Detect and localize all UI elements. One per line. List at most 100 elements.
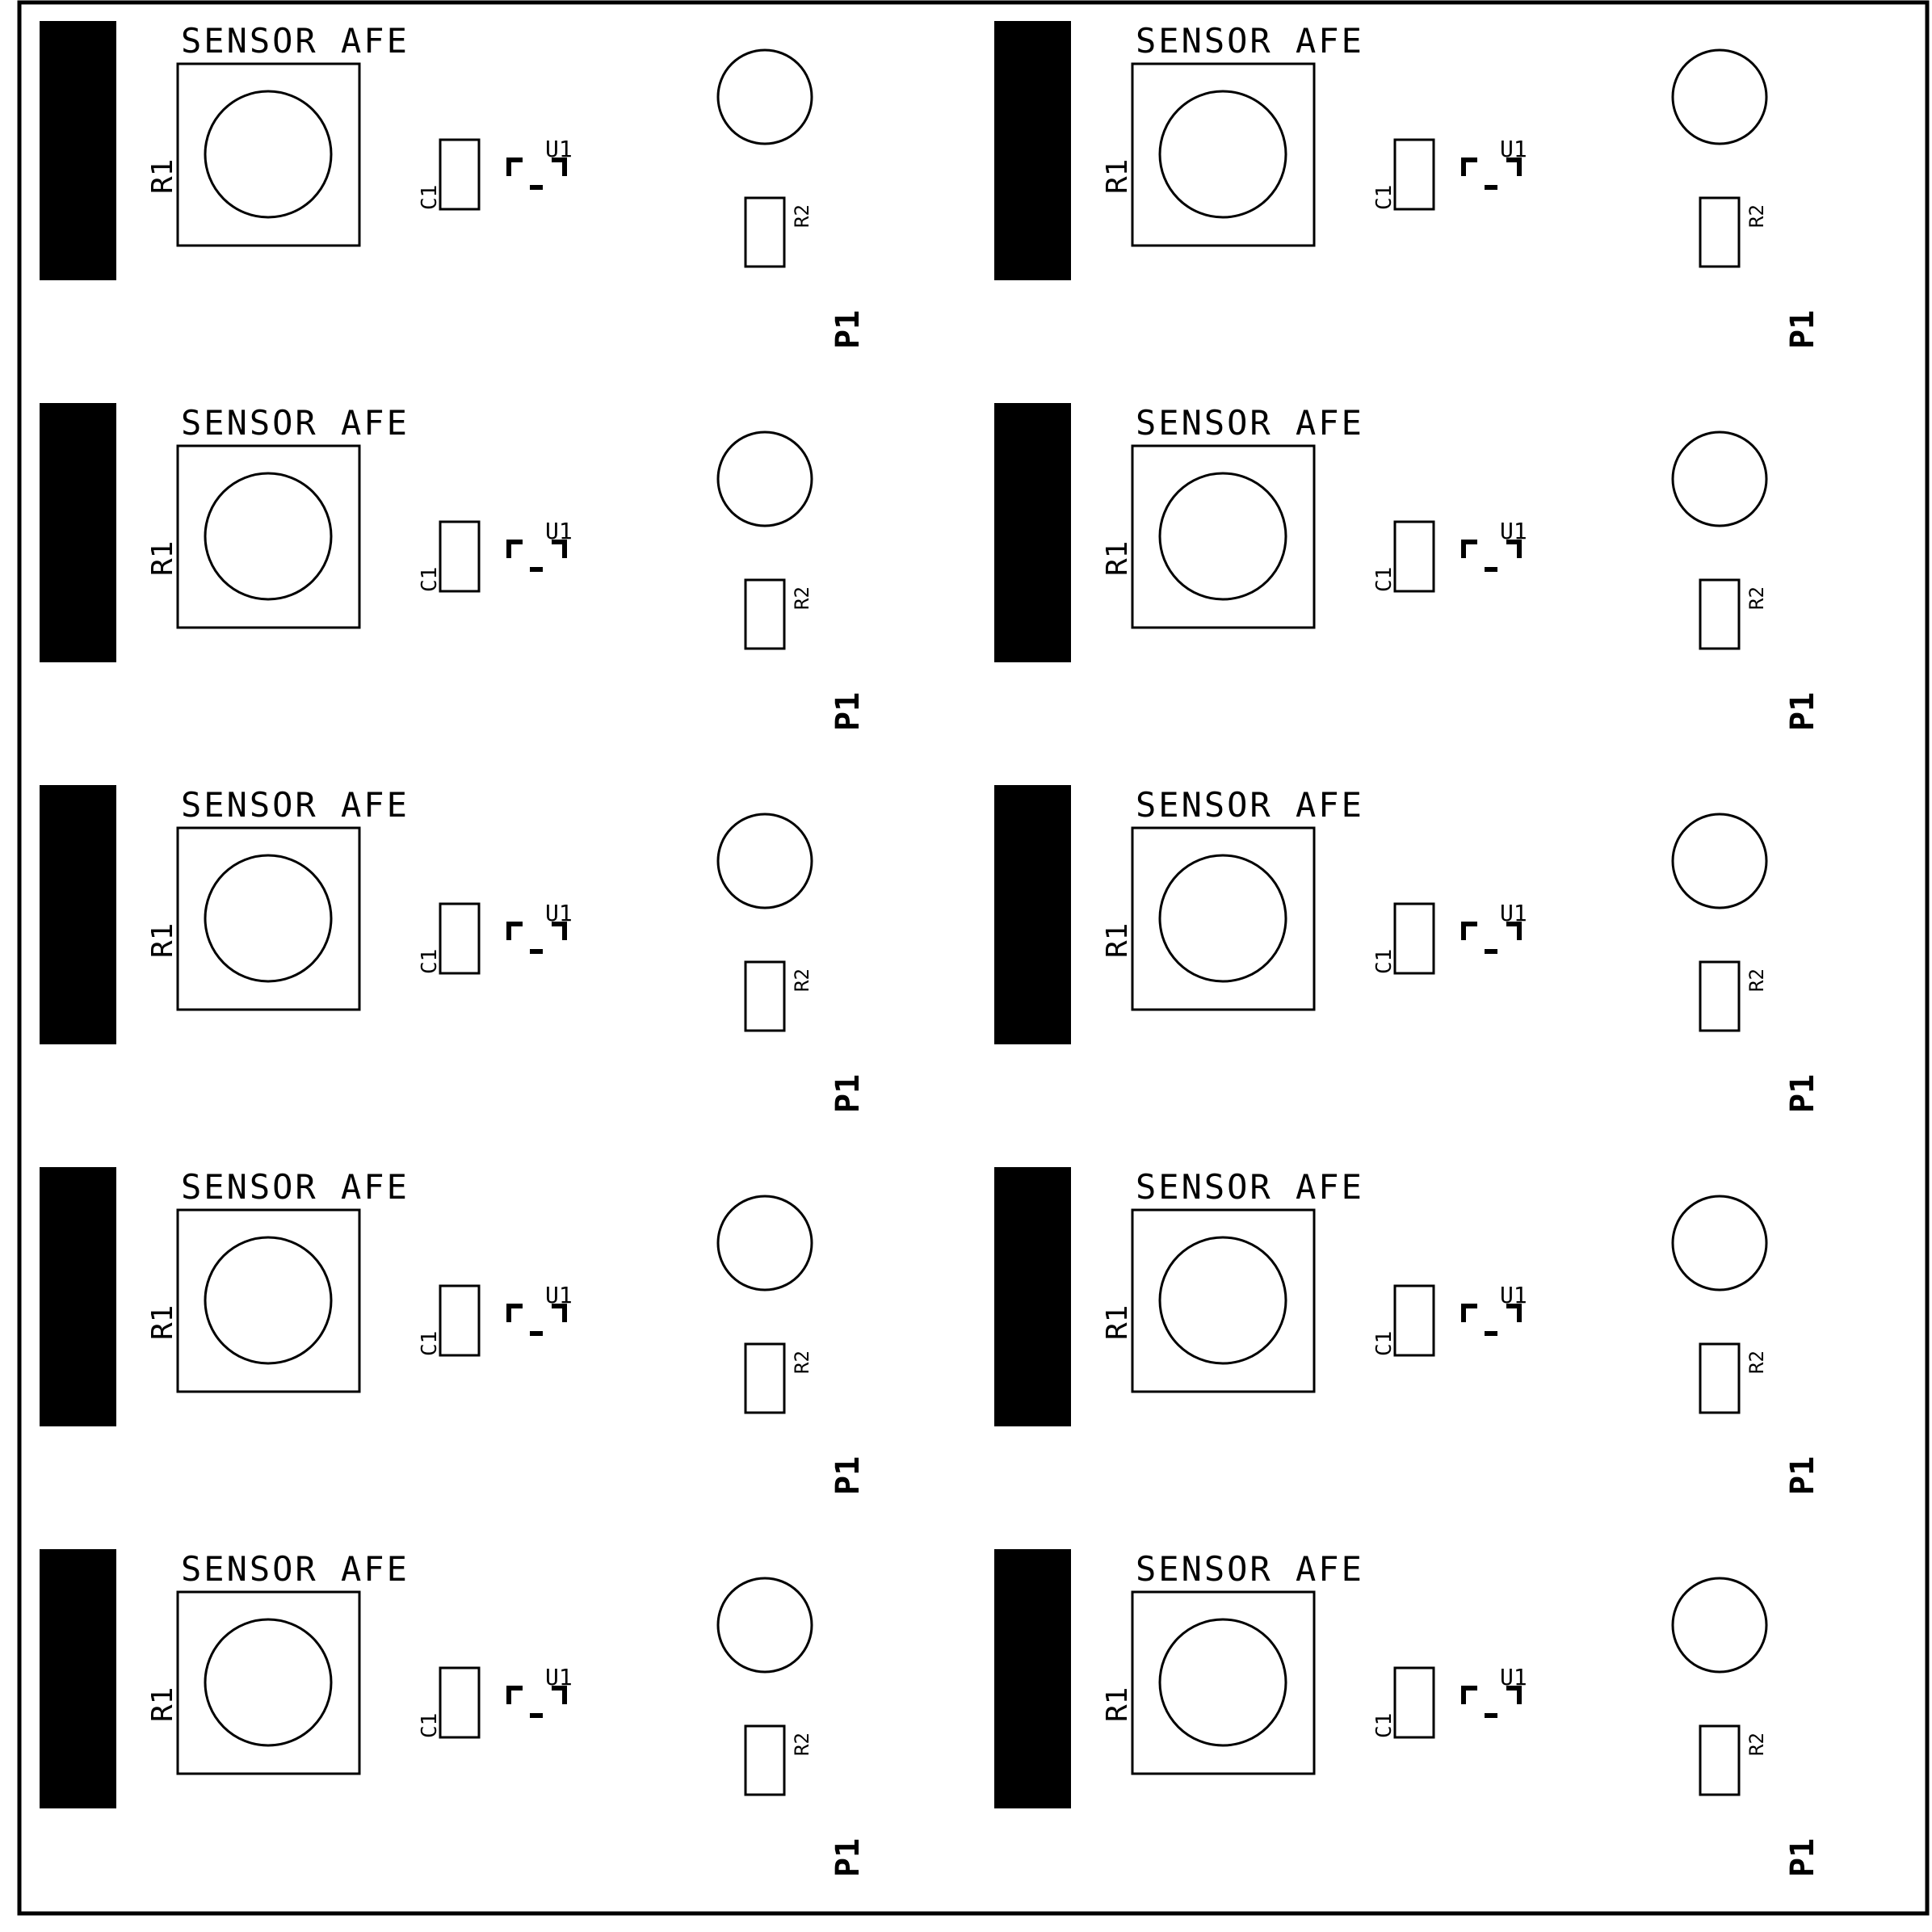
connector-pad — [40, 21, 116, 280]
r2-footprint — [744, 196, 786, 268]
c1-footprint — [439, 1284, 481, 1357]
u1-label: U1 — [545, 1664, 573, 1690]
sensor-afe-board: SENSOR AFE R1 C1 U1 R2 P1 — [40, 1549, 867, 1877]
sensor-footprint — [176, 1590, 361, 1775]
r1-label: R1 — [146, 541, 179, 576]
r1-label: R1 — [1101, 1305, 1134, 1340]
sensor-afe-board: SENSOR AFE R1 C1 U1 R2 P1 — [994, 21, 1821, 349]
sensor-afe-board: SENSOR AFE R1 C1 U1 R2 P1 — [994, 403, 1821, 731]
r2-footprint — [744, 578, 786, 650]
connector-pad — [994, 403, 1071, 662]
c1-footprint — [1393, 1284, 1435, 1357]
u1-corner-mark — [506, 540, 523, 558]
p1-pad — [1671, 48, 1768, 145]
u1-corner-mark — [1506, 922, 1522, 940]
connector-pad — [994, 21, 1071, 280]
sensor-circle — [1158, 1236, 1287, 1365]
c1-label: C1 — [418, 949, 442, 974]
c1-footprint — [1393, 138, 1435, 211]
connector-pad — [994, 1549, 1071, 1808]
u1-label: U1 — [1500, 900, 1527, 926]
sensor-footprint — [1131, 62, 1316, 247]
c1-footprint — [439, 138, 481, 211]
sensor-circle — [204, 472, 333, 601]
p1-pad — [716, 48, 813, 145]
p1-label: P1 — [1784, 310, 1821, 349]
u1-label: U1 — [1500, 518, 1527, 544]
r2-label: R2 — [1745, 586, 1768, 610]
board-label: SENSOR AFE — [1136, 1167, 1364, 1207]
r2-label: R2 — [1745, 1732, 1768, 1756]
r2-label: R2 — [791, 1350, 813, 1374]
connector-pad — [40, 785, 116, 1044]
sensor-circle — [204, 1618, 333, 1747]
sensor-circle — [1158, 472, 1287, 601]
r1-label: R1 — [146, 159, 179, 194]
p1-label: P1 — [1784, 692, 1821, 731]
r1-label: R1 — [1101, 923, 1134, 958]
c1-label: C1 — [1372, 949, 1396, 974]
p1-label: P1 — [830, 692, 867, 731]
sensor-footprint — [176, 444, 361, 629]
r2-footprint — [1699, 196, 1741, 268]
r2-footprint — [1699, 1724, 1741, 1796]
board-label: SENSOR AFE — [181, 1549, 410, 1589]
u1-label: U1 — [545, 900, 573, 926]
sensor-afe-board: SENSOR AFE R1 C1 U1 R2 P1 — [40, 403, 867, 731]
sensor-footprint — [1131, 1590, 1316, 1775]
u1-corner-mark — [1506, 1304, 1522, 1322]
p1-pad — [1671, 1577, 1768, 1674]
r2-label: R2 — [1745, 968, 1768, 992]
p1-pad — [1671, 430, 1768, 527]
u1-corner-mark — [506, 1686, 523, 1704]
sensor-circle — [204, 90, 333, 219]
c1-label: C1 — [1372, 1713, 1396, 1738]
board-label: SENSOR AFE — [1136, 1549, 1364, 1589]
r1-label: R1 — [146, 1687, 179, 1722]
p1-label: P1 — [1784, 1838, 1821, 1877]
sensor-afe-board: SENSOR AFE R1 C1 U1 R2 P1 — [994, 1549, 1821, 1877]
c1-label: C1 — [1372, 1331, 1396, 1356]
connector-pad — [40, 1549, 116, 1808]
c1-label: C1 — [418, 1331, 442, 1356]
p1-pad — [716, 1577, 813, 1674]
connector-pad — [40, 403, 116, 662]
sensor-footprint — [1131, 1208, 1316, 1393]
u1-corner-mark — [1461, 1304, 1477, 1322]
board-label: SENSOR AFE — [181, 1167, 410, 1207]
u1-corner-mark — [506, 158, 523, 176]
p1-pad — [716, 1195, 813, 1292]
u1-corner-mark — [1461, 540, 1477, 558]
c1-footprint — [439, 1666, 481, 1739]
c1-footprint — [439, 902, 481, 975]
c1-label: C1 — [1372, 185, 1396, 210]
sensor-circle — [1158, 1618, 1287, 1747]
board-label: SENSOR AFE — [181, 403, 410, 443]
u1-corner-mark — [552, 158, 567, 176]
c1-footprint — [1393, 902, 1435, 975]
r2-footprint — [1699, 960, 1741, 1032]
r2-label: R2 — [791, 968, 813, 992]
board-label: SENSOR AFE — [1136, 785, 1364, 825]
u1-label: U1 — [1500, 1664, 1527, 1690]
sensor-footprint — [1131, 826, 1316, 1011]
p1-pad — [1671, 813, 1768, 909]
r2-footprint — [1699, 578, 1741, 650]
r2-footprint — [1699, 1342, 1741, 1414]
board-label: SENSOR AFE — [181, 21, 410, 61]
sensor-footprint — [1131, 444, 1316, 629]
panel-outline — [17, 0, 1930, 1916]
connector-pad — [40, 1167, 116, 1426]
p1-label: P1 — [830, 1456, 867, 1495]
sensor-afe-board: SENSOR AFE R1 C1 U1 R2 P1 — [40, 1167, 867, 1495]
u1-label: U1 — [545, 1282, 573, 1308]
sensor-circle — [204, 1236, 333, 1365]
u1-corner-mark — [1461, 158, 1477, 176]
p1-pad — [716, 430, 813, 527]
c1-footprint — [1393, 520, 1435, 593]
sensor-circle — [1158, 854, 1287, 983]
u1-corner-mark — [552, 1686, 567, 1704]
c1-footprint — [1393, 1666, 1435, 1739]
board-array: SENSOR AFE R1 C1 U1 R2 P1 SENSOR AFE R1 C1 U1 R2 P1… — [40, 21, 1821, 1877]
sensor-afe-board: SENSOR AFE R1 C1 U1 R2 P1 — [994, 1167, 1821, 1495]
